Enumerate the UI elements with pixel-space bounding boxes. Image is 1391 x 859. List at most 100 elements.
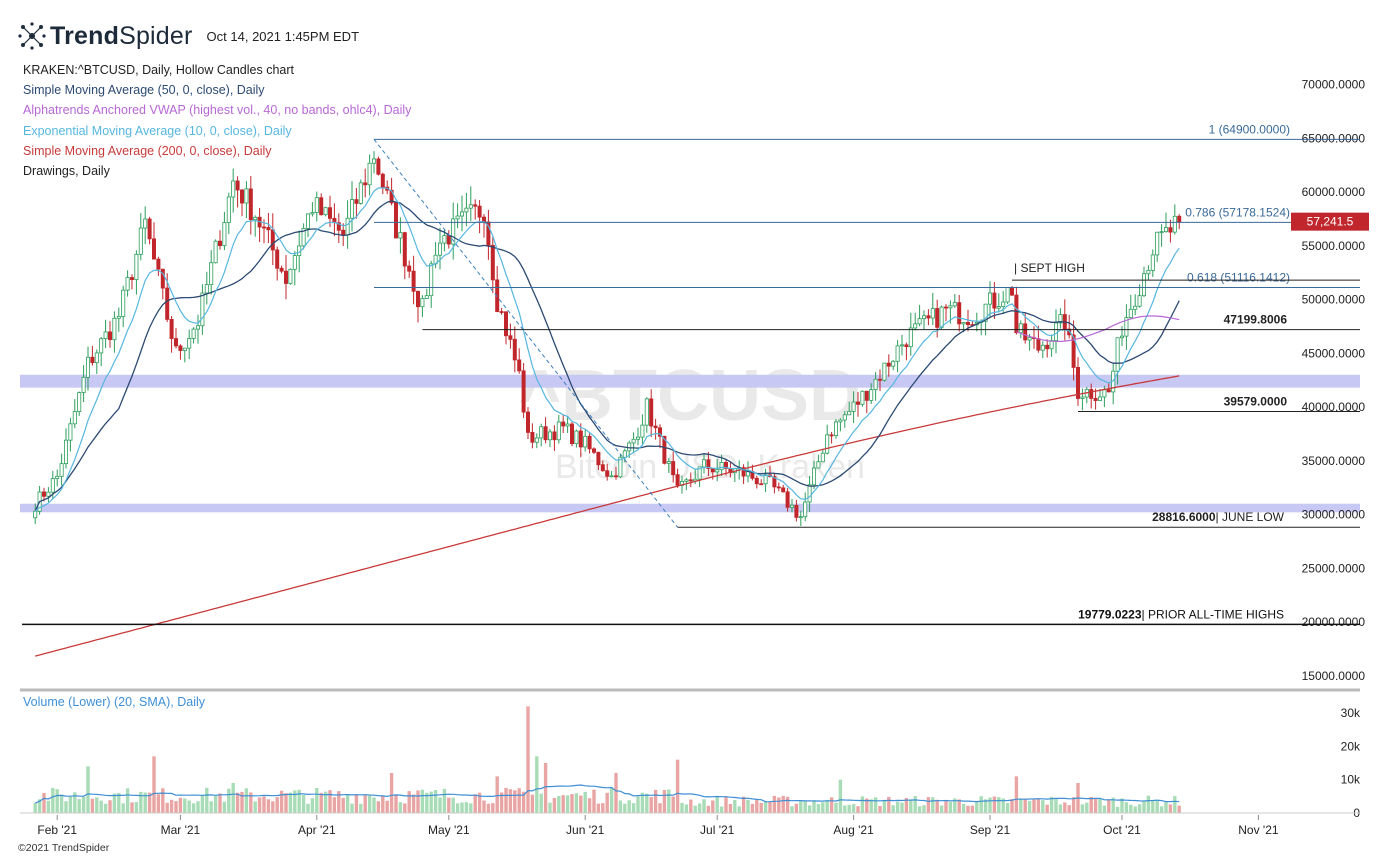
candle-body bbox=[358, 182, 363, 204]
legend-item-2[interactable]: Alphatrends Anchored VWAP (highest vol.,… bbox=[23, 103, 412, 118]
candle-body bbox=[213, 240, 218, 264]
candle-body bbox=[398, 232, 403, 239]
volume-bar bbox=[746, 799, 750, 813]
volume-bar bbox=[1080, 804, 1085, 813]
volume-bar bbox=[979, 796, 983, 813]
volume-bar bbox=[376, 801, 381, 813]
candle-body bbox=[327, 207, 332, 219]
candle-body bbox=[930, 308, 935, 319]
volume-bar bbox=[645, 793, 649, 813]
legend-item-3[interactable]: Exponential Moving Average (10, 0, close… bbox=[23, 123, 292, 138]
legend-item-5[interactable]: Drawings, Daily bbox=[23, 164, 110, 179]
candle-body bbox=[895, 345, 900, 362]
y-tick-label: 60000.0000 bbox=[1302, 185, 1366, 199]
volume-bar bbox=[385, 800, 389, 813]
volume-bar bbox=[178, 797, 183, 813]
candle-body bbox=[614, 475, 619, 478]
candle-body bbox=[204, 284, 209, 294]
candle-body bbox=[222, 222, 227, 247]
volume-bar bbox=[367, 795, 372, 813]
volume-bar bbox=[350, 803, 354, 813]
volume-bar bbox=[583, 791, 587, 813]
candle bbox=[904, 342, 909, 361]
candle-body bbox=[1106, 389, 1111, 393]
volume-bar bbox=[328, 790, 332, 813]
volume-tick-label: 10k bbox=[1341, 773, 1361, 787]
candle-body bbox=[138, 227, 143, 255]
candle-body bbox=[860, 390, 865, 405]
candle bbox=[658, 424, 663, 449]
legend-item-1[interactable]: Simple Moving Average (50, 0, close), Da… bbox=[23, 83, 265, 98]
volume-bar bbox=[134, 802, 139, 813]
candle-body bbox=[103, 331, 108, 340]
candle bbox=[270, 213, 275, 266]
candle bbox=[886, 354, 891, 377]
candle bbox=[1172, 204, 1177, 235]
candle bbox=[759, 479, 764, 486]
candle-body bbox=[957, 302, 962, 325]
volume-bar bbox=[1001, 798, 1005, 813]
volume-bar bbox=[200, 795, 205, 813]
candle-body bbox=[415, 290, 420, 308]
candle bbox=[371, 151, 376, 174]
candle-body bbox=[803, 501, 808, 518]
x-tick-label: Sep '21 bbox=[970, 823, 1011, 837]
volume-bar bbox=[1164, 802, 1168, 813]
candle bbox=[944, 304, 949, 322]
candle-body bbox=[371, 158, 376, 164]
candle-body bbox=[1124, 317, 1129, 337]
legend-item-4[interactable]: Simple Moving Average (200, 0, close), D… bbox=[23, 143, 272, 158]
volume-bar bbox=[724, 796, 728, 813]
fib-trend-line bbox=[373, 139, 678, 528]
candle-body bbox=[790, 504, 795, 508]
candle-body bbox=[33, 510, 38, 519]
candle bbox=[191, 327, 196, 344]
candle-body bbox=[455, 215, 460, 220]
volume-bar bbox=[882, 799, 887, 813]
candle bbox=[385, 180, 390, 195]
candle-body bbox=[552, 431, 557, 441]
trendspider-logo-icon bbox=[18, 22, 46, 50]
volume-bar bbox=[231, 783, 235, 813]
volume-bar bbox=[227, 788, 231, 813]
volume-bar bbox=[306, 803, 310, 813]
volume-bar bbox=[1168, 804, 1173, 813]
candle bbox=[1071, 320, 1076, 381]
candle bbox=[825, 424, 830, 455]
candle bbox=[1014, 286, 1019, 335]
volume-bar bbox=[900, 802, 904, 813]
volume-bar bbox=[821, 802, 825, 813]
candle bbox=[644, 397, 649, 433]
candle bbox=[429, 260, 434, 308]
volume-bar bbox=[530, 794, 535, 813]
volume-bar bbox=[174, 801, 178, 813]
volume-bar bbox=[46, 800, 51, 813]
candle bbox=[754, 475, 759, 489]
candle-body bbox=[1054, 322, 1059, 341]
volume-tick-label: 20k bbox=[1341, 739, 1361, 753]
candle-body bbox=[319, 197, 324, 216]
candle-body bbox=[310, 212, 315, 215]
volume-bar bbox=[623, 803, 627, 813]
volume-bar bbox=[460, 802, 464, 813]
candle-body bbox=[235, 180, 240, 191]
volume-bar bbox=[1058, 804, 1063, 813]
volume-bar bbox=[433, 790, 438, 813]
volume-bar bbox=[147, 792, 152, 813]
candle bbox=[1040, 341, 1045, 359]
candle bbox=[42, 487, 47, 502]
candle-body bbox=[847, 410, 852, 416]
legend-item-0[interactable]: KRAKEN:^BTCUSD, Daily, Hollow Candles ch… bbox=[23, 63, 294, 77]
candle-body bbox=[187, 338, 192, 349]
candle-body bbox=[1133, 305, 1138, 310]
candle bbox=[420, 295, 425, 317]
volume-bar bbox=[139, 791, 143, 813]
candle-body bbox=[442, 235, 447, 244]
volume-bar bbox=[205, 787, 209, 813]
candle-body bbox=[754, 477, 759, 485]
candle-body bbox=[473, 204, 478, 207]
volume-bar bbox=[869, 799, 873, 813]
candle bbox=[244, 180, 249, 219]
candle bbox=[1062, 299, 1067, 341]
